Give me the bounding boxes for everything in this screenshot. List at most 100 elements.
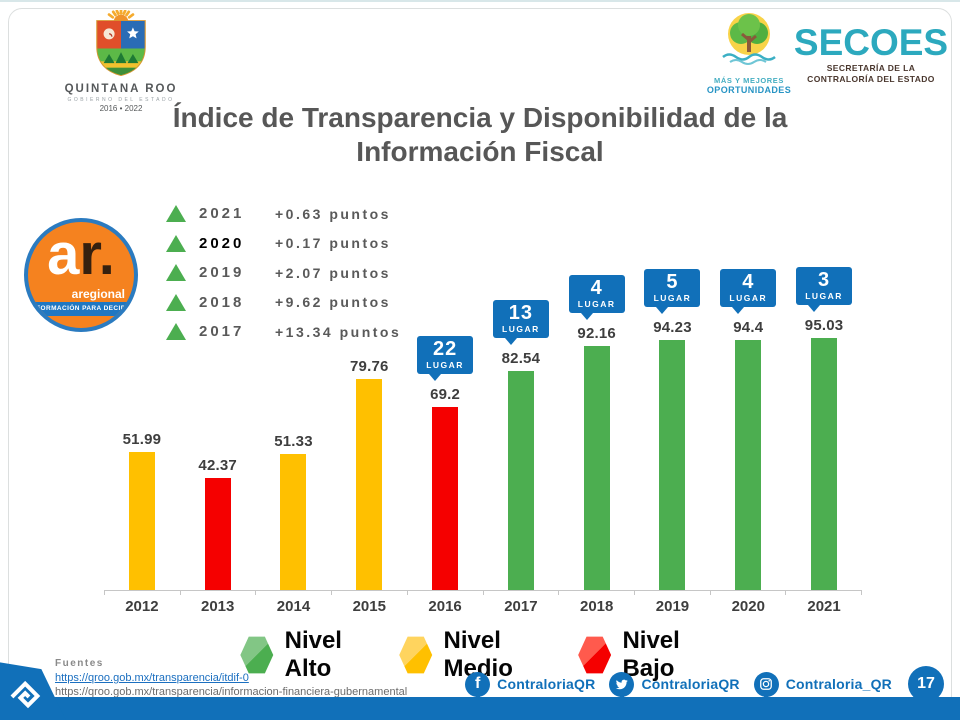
source-link: https://qroo.gob.mx/transparencia/inform…	[55, 686, 408, 698]
social-bar: f ContraloriaQR ContraloriaQR Contraloria_Q…	[451, 666, 944, 708]
bar	[204, 478, 231, 590]
axis-tick	[635, 591, 711, 595]
ranking-number: 22	[432, 338, 458, 360]
gain-year: 2017	[199, 323, 245, 341]
bar-column: 4 LUGAR 94.4	[710, 269, 786, 590]
bar-value-label: 51.33	[274, 433, 313, 450]
ranking-badge: 5 LUGAR	[644, 269, 701, 314]
social-item-twitter[interactable]: ContraloriaQR	[609, 671, 740, 705]
aregional-mark: ar.	[47, 222, 115, 287]
ranking-badge: 3 LUGAR	[796, 267, 853, 312]
source-link[interactable]: https://qroo.gob.mx/transparencia/itdif-…	[55, 672, 249, 684]
level-legend-label: Nivel Bajo	[622, 627, 680, 682]
footer-bar	[0, 697, 960, 720]
ranking-badge: 4 LUGAR	[720, 269, 777, 314]
bar-value-label: 42.37	[198, 457, 237, 474]
x-axis-label: 2013	[201, 598, 235, 615]
bar	[280, 454, 307, 590]
up-triangle-icon	[166, 264, 186, 282]
sources-links: https://qroo.gob.mx/transparencia/itdif-…	[55, 671, 407, 699]
quintana-roo-name: QUINTANA ROO	[64, 83, 178, 95]
x-axis-label: 2020	[731, 598, 765, 615]
gain-row: 2021 +0.63 puntos	[166, 199, 401, 229]
social-handle: Contraloria_QR	[785, 676, 892, 692]
axis-tick	[256, 591, 333, 595]
aregional-name: aregional	[71, 287, 125, 301]
level-legend-label: Nivel Alto	[284, 627, 342, 682]
top-edge-line	[0, 0, 960, 2]
ranking-badge: 13 LUGAR	[492, 300, 549, 345]
gain-year: 2020	[199, 234, 245, 252]
bar-value-label: 51.99	[122, 431, 162, 448]
axis-tick	[332, 591, 408, 595]
x-axis-label: 2017	[504, 598, 538, 615]
bar	[128, 452, 155, 590]
x-axis-line	[104, 590, 863, 595]
gain-delta: +2.07 puntos	[275, 264, 391, 281]
bar-value-label: 69.2	[430, 386, 461, 403]
quintana-roo-shield-icon	[96, 9, 146, 77]
quintana-roo-years: 2016 • 2022	[99, 104, 143, 113]
axis-tick	[104, 591, 181, 595]
x-axis-label: 2019	[655, 598, 690, 615]
page-title-line2: Información Fiscal	[356, 136, 604, 167]
bar	[432, 407, 459, 590]
level-legend-item: Nivel Alto	[240, 627, 377, 683]
gain-year: 2018	[199, 293, 245, 311]
ranking-unit: LUGAR	[729, 293, 768, 303]
twitter-icon[interactable]	[609, 671, 635, 705]
oportunidades-line1: MÁS Y MEJORES	[713, 76, 785, 85]
bars-row: 51.99 42.37 51.33 79.76 22 LUGAR 69.2 13 LUGAR 82…	[104, 228, 862, 590]
x-axis-label: 2018	[579, 598, 614, 615]
page-title: Índice de Transparencia y Disponibilidad…	[0, 101, 960, 169]
bar-value-label: 82.54	[501, 350, 541, 367]
bar-value-label: 79.76	[350, 358, 389, 375]
ranking-number: 5	[666, 271, 679, 293]
bar-column: 51.33	[256, 433, 332, 590]
bar	[583, 346, 610, 590]
gains-annotations: 2021 +0.63 puntos 2020 +0.17 puntos 2019 +2.0…	[166, 199, 401, 347]
facebook-icon[interactable]: f	[465, 671, 491, 705]
ranking-unit: LUGAR	[426, 360, 464, 370]
social-item-facebook[interactable]: f ContraloriaQR	[465, 671, 596, 705]
gain-row: 2017 +13.34 puntos	[166, 317, 401, 347]
bar-column: 79.76	[331, 358, 407, 590]
bar-value-label: 92.16	[577, 325, 616, 342]
tree-icon	[722, 13, 776, 65]
sources: Fuentes https://qroo.gob.mx/transparenci…	[55, 657, 407, 699]
axis-tick	[559, 591, 635, 595]
x-axis-label: 2015	[352, 598, 386, 615]
social-item-instagram[interactable]: Contraloria_QR	[753, 671, 892, 705]
aregional-tagline: INFORMACIÓN PARA DECIDIR	[28, 302, 134, 316]
bar-column: 42.37	[180, 457, 256, 590]
ranking-unit: LUGAR	[805, 291, 843, 301]
social-handle: ContraloriaQR	[497, 676, 596, 692]
oportunidades-line2: OPORTUNIDADES	[706, 85, 792, 95]
bar	[735, 340, 762, 590]
x-axis-label: 2021	[807, 598, 841, 615]
quintana-roo-logo: QUINTANA ROO GOBIERNO DEL ESTADO 2016 • …	[46, 9, 196, 113]
ranking-number: 13	[508, 302, 533, 324]
axis-tick	[711, 591, 787, 595]
gain-row: 2018 +9.62 puntos	[166, 288, 401, 318]
ranking-badge: 4 LUGAR	[568, 275, 625, 320]
instagram-icon[interactable]	[753, 671, 779, 705]
gain-year: 2021	[199, 205, 245, 223]
quintana-roo-subtitle: GOBIERNO DEL ESTADO	[67, 97, 175, 103]
up-triangle-icon	[166, 293, 186, 311]
axis-tick	[484, 591, 560, 595]
social-handle: ContraloriaQR	[641, 676, 740, 692]
ranking-number: 4	[742, 271, 755, 293]
secoes-subtitle-line2: CONTRALORÍA DEL ESTADO	[807, 74, 935, 84]
gain-row: 2019 +2.07 puntos	[166, 258, 401, 288]
secoes-subtitle-line1: SECRETARÍA DE LA	[826, 63, 916, 73]
aregional-logo: ar. aregional INFORMACIÓN PARA DECIDIR	[24, 218, 138, 332]
axis-tick	[181, 591, 257, 595]
x-axis-label: 2012	[125, 598, 159, 615]
x-axis-label: 2016	[428, 598, 462, 615]
bar-column: 4 LUGAR 92.16	[559, 275, 635, 590]
gain-delta: +9.62 puntos	[275, 294, 391, 311]
level-legend-item: Nivel Bajo	[578, 627, 720, 683]
bar	[659, 340, 686, 590]
